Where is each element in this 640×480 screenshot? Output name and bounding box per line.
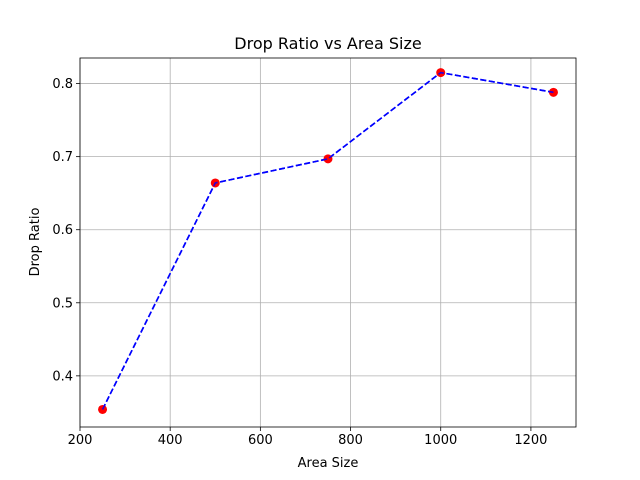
x-tick-label: 1200 (514, 433, 547, 448)
x-tick-label: 200 (68, 433, 93, 448)
y-tick-label: 0.6 (52, 223, 73, 238)
tick-layer: 200 400 600 800 1000 1200 0.4 0.5 0.6 0.7 0.8 (52, 77, 547, 448)
grid-layer (79, 58, 576, 427)
x-tick-label: 1000 (424, 433, 457, 448)
y-tick-label: 0.8 (52, 77, 73, 92)
chart-title: Drop Ratio vs Area Size (234, 34, 421, 53)
x-tick-label: 400 (158, 433, 183, 448)
y-tick-label: 0.4 (52, 369, 73, 384)
series-layer (98, 68, 558, 414)
series-line-overlay (101, 71, 554, 410)
x-tick-label: 800 (338, 433, 363, 448)
plot-frame (79, 57, 577, 428)
y-tick-label: 0.7 (52, 150, 73, 165)
x-axis-label: Area Size (298, 456, 359, 471)
x-tick-label: 600 (248, 433, 273, 448)
y-tick-label: 0.5 (52, 296, 73, 311)
y-axis-label: Drop Ratio (28, 208, 43, 277)
